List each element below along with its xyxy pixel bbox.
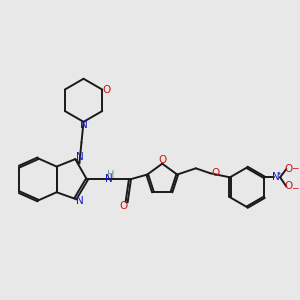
Text: O: O — [284, 164, 292, 174]
Text: N: N — [76, 196, 83, 206]
Text: O: O — [102, 85, 110, 94]
Text: O: O — [284, 182, 292, 191]
Text: N: N — [76, 152, 83, 163]
Text: −: − — [291, 163, 298, 172]
Text: O: O — [158, 154, 166, 164]
Text: N: N — [272, 172, 280, 182]
Text: N: N — [105, 174, 113, 184]
Text: N: N — [80, 120, 87, 130]
Text: H: H — [107, 170, 115, 180]
Text: −: − — [291, 184, 298, 193]
Text: O: O — [211, 168, 219, 178]
Text: O: O — [119, 201, 128, 211]
Text: +: + — [277, 171, 282, 176]
